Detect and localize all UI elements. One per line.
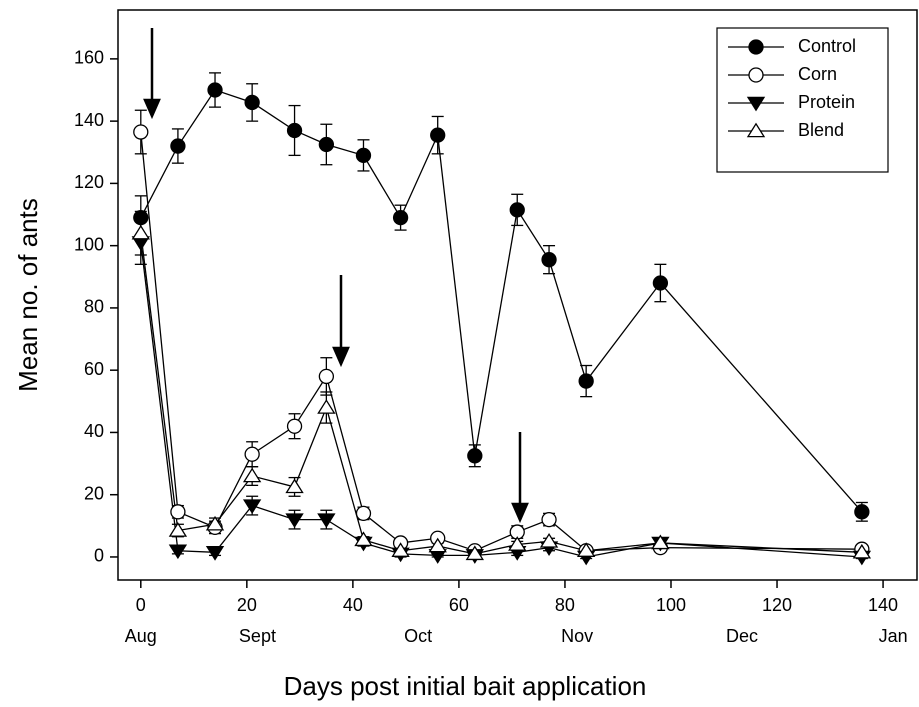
marker: [428, 537, 447, 553]
marker: [652, 275, 669, 291]
marker: [355, 505, 372, 522]
month-label: Nov: [561, 626, 593, 646]
y-tick-label: 20: [84, 483, 104, 503]
legend-label: Protein: [798, 92, 855, 112]
month-label: Jan: [879, 626, 908, 646]
marker: [465, 545, 484, 561]
arrow-head: [143, 98, 161, 120]
marker: [205, 546, 225, 561]
legend-marker: [746, 122, 766, 138]
legend-box: [716, 27, 889, 173]
marker: [242, 499, 262, 515]
x-tick-label: 20: [237, 595, 257, 615]
legend-label: Corn: [798, 64, 837, 84]
marker: [318, 368, 335, 385]
marker: [318, 136, 335, 153]
x-tick-label: 40: [343, 595, 363, 615]
marker: [467, 448, 483, 464]
marker: [286, 418, 303, 434]
month-label: Dec: [726, 626, 758, 646]
marker: [170, 504, 186, 520]
marker: [317, 513, 336, 529]
marker: [317, 399, 336, 414]
arrow-head: [511, 502, 529, 524]
marker: [539, 532, 559, 548]
marker: [430, 127, 446, 143]
marker: [285, 513, 304, 529]
y-tick-label: 60: [84, 359, 104, 379]
y-axis-label: Mean no. of ants: [13, 198, 43, 392]
x-tick-label: 60: [449, 595, 469, 615]
legend-marker: [748, 67, 764, 83]
marker: [391, 542, 410, 557]
marker: [286, 122, 303, 139]
legend-label: Blend: [798, 120, 844, 140]
y-tick-label: 80: [84, 297, 104, 317]
arrow-head: [332, 346, 350, 368]
x-axis-label: Days post initial bait application: [284, 671, 647, 701]
marker: [355, 147, 372, 164]
series-line: [140, 242, 862, 558]
arrows: [143, 28, 529, 524]
marker: [651, 534, 670, 550]
x-tick-label: 0: [136, 595, 146, 615]
month-label: Sept: [239, 626, 276, 646]
series-line: [140, 131, 862, 552]
marker: [508, 536, 527, 551]
marker: [244, 94, 260, 111]
x-tick-label: 100: [656, 595, 686, 615]
marker: [578, 373, 594, 389]
marker: [170, 138, 186, 154]
y-tick-label: 40: [84, 421, 104, 441]
marker: [244, 446, 260, 462]
marker: [541, 252, 557, 268]
marker: [392, 209, 409, 226]
y-tick-label: 100: [74, 234, 104, 254]
marker: [285, 478, 304, 494]
marker: [205, 515, 225, 531]
marker: [852, 543, 872, 559]
legend-label: Control: [798, 36, 856, 56]
x-tick-label: 80: [555, 595, 575, 615]
marker: [133, 124, 149, 140]
y-tick-label: 140: [74, 110, 104, 130]
marker: [576, 542, 596, 557]
y-tick-label: 0: [94, 546, 104, 566]
marker: [133, 209, 149, 226]
marker: [541, 511, 557, 528]
x-tick-label: 140: [868, 595, 898, 615]
month-label: Oct: [404, 626, 432, 646]
marker: [168, 544, 188, 560]
marker: [509, 202, 525, 218]
month-label: Aug: [125, 626, 157, 646]
plot-frame: [117, 9, 918, 581]
marker: [207, 82, 223, 98]
marker: [854, 504, 870, 520]
x-tick-label: 120: [762, 595, 792, 615]
y-tick-label: 120: [74, 172, 104, 192]
marker: [354, 531, 373, 547]
legend-marker: [748, 39, 764, 55]
marker: [131, 224, 150, 240]
marker: [168, 522, 188, 537]
legend-marker: [746, 96, 766, 112]
marker: [242, 467, 262, 483]
y-tick-label: 160: [74, 48, 104, 68]
